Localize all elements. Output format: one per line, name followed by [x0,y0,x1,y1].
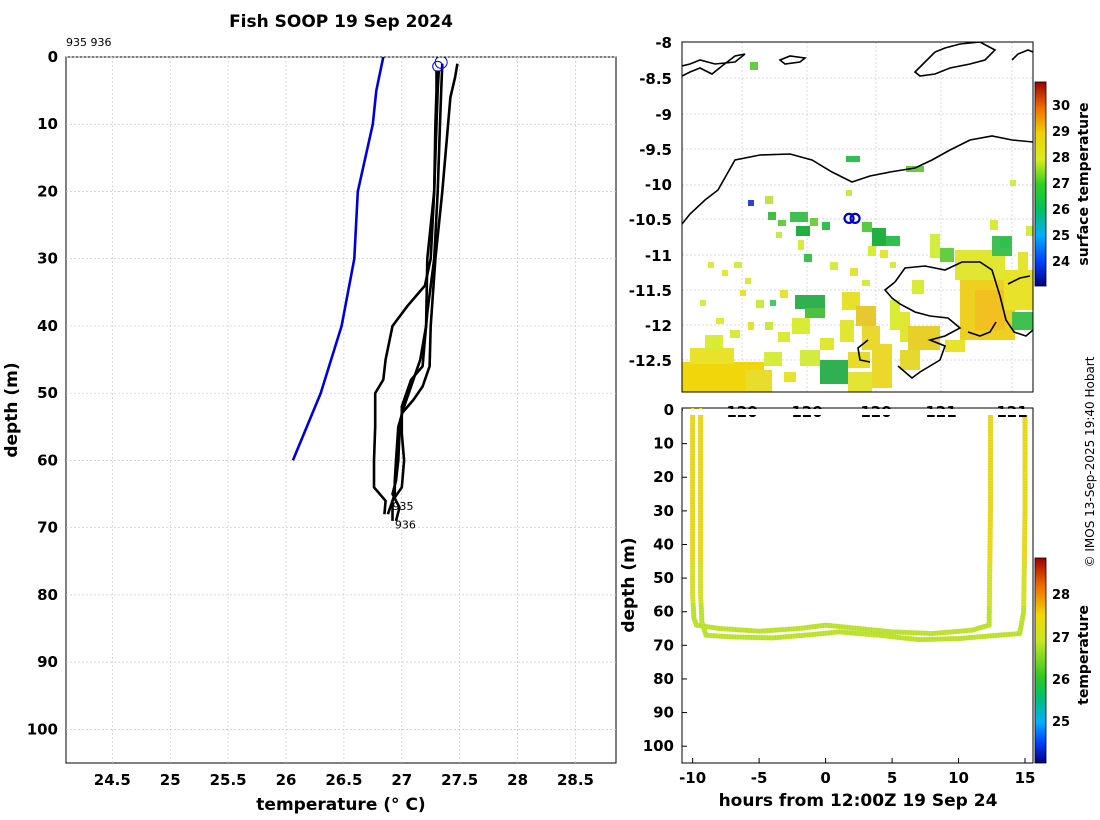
sst-map-y-tick-labels: -8 -8.5 -9 -9.5 -10 -10.5 -11 -11.5 -12 … [629,34,672,370]
sst-map-y-tick: -11.5 [629,282,672,300]
section-y-tick: 50 [653,569,674,587]
sst-colorbar-label: surface temperature [1076,102,1092,265]
section-colorbar-tick: 28 [1052,588,1070,603]
section-y-tick: 100 [643,737,674,755]
sst-map-y-tick: -9 [655,106,672,124]
sst-colorbar-tick: 29 [1052,125,1070,140]
profile-y-axis-label: depth (m) [2,362,22,457]
profile-ids-label: 935 936 [66,36,112,49]
profile-y-tick: 80 [37,586,58,604]
profile-x-tick: 28 [507,771,528,789]
profile-x-tick: 24.5 [94,771,131,789]
sst-colorbar-tick: 24 [1052,255,1070,270]
profile-location-markers [843,212,861,224]
section-colorbar-tick: 26 [1052,673,1070,688]
profile-bottom-label: 935 [393,500,414,513]
profile-y-tick: 100 [27,720,58,738]
section-x-tick: -10 [679,769,706,787]
figure-title: Fish SOOP 19 Sep 2024 [229,12,453,32]
profile-y-tick: 30 [37,250,58,268]
section-y-tick: 70 [653,636,674,654]
sst-colorbar [1034,81,1047,287]
profile-y-tick: 0 [48,48,58,66]
section-colorbar-tick: 25 [1052,715,1070,730]
section-colorbar-tick-labels: 25 26 27 28 [1052,588,1070,730]
section-y-axis-label: depth (m) [619,537,639,632]
profile-y-tick: 90 [37,653,58,671]
sst-map-frame [681,41,1034,393]
profile-panel-frame [65,56,617,764]
profile-y-tick: 50 [37,384,58,402]
section-colorbar-label: temperature [1076,605,1092,705]
profile-x-axis-label: temperature (° C) [256,795,425,815]
profile-x-tick: 27 [391,771,412,789]
section-panel-cover [683,409,1032,415]
section-panel: -10 -5 0 5 10 15 0 10 20 30 40 50 60 70 80 90 100 120 12… [619,401,1092,811]
sst-map-panel: -8 -8.5 -9 -9.5 -10 -10.5 -11 -11.5 -12 … [629,34,1092,393]
sst-colorbar-tick: 30 [1052,99,1070,114]
profile-x-tick: 26 [276,771,297,789]
profile-y-tick: 40 [37,317,58,335]
section-panel-frame [681,407,1034,764]
profile-x-tick: 25 [160,771,181,789]
sst-map-y-tick: -12.5 [629,352,672,370]
section-y-tick: 20 [653,468,674,486]
sst-colorbar-tick: 27 [1052,177,1070,192]
profile-tick-labels: 24.5 25 25.5 26 26.5 27 27.5 28 28.5 0 10 20 30 40 50 6… [27,48,594,789]
sst-map-y-tick: -10 [645,176,672,194]
sst-colorbar-tick-labels: 24 25 26 27 28 29 30 [1052,99,1070,270]
section-y-tick: 60 [653,603,674,621]
section-colorbar-tick: 27 [1052,631,1070,646]
section-y-tick: 0 [664,401,674,419]
profile-x-tick: 26.5 [325,771,362,789]
section-points [690,408,1028,643]
coastlines [682,42,1033,380]
profile-y-tick: 20 [37,182,58,200]
section-tick-labels: -10 -5 0 5 10 15 0 10 20 30 40 50 60 70 80 90 100 [643,401,1036,787]
profile-x-tick: 28.5 [557,771,594,789]
sst-map-y-tick: -12 [645,317,672,335]
section-x-tick: 0 [820,769,830,787]
section-y-tick: 90 [653,704,674,722]
measured-profile-line [391,63,444,521]
section-y-tick: 30 [653,502,674,520]
measured-profile-line [391,63,459,522]
profile-x-tick: 25.5 [210,771,247,789]
section-y-tick: 40 [653,535,674,553]
profile-bottom-label: 936 [395,518,416,531]
sst-map-x-tick-labels: 120 120 120 121 121 [726,403,1027,421]
section-y-tick: 10 [653,435,674,453]
section-x-tick: -5 [751,769,768,787]
profile-y-tick: 10 [37,115,58,133]
section-x-tick: 5 [887,769,897,787]
section-x-tick: 10 [948,769,969,787]
profile-location-marker [843,212,855,224]
sst-pixels [682,62,1033,392]
profile-x-tick: 27.5 [441,771,478,789]
sst-map-y-tick: -11 [645,247,672,265]
sst-colorbar-tick: 28 [1052,151,1070,166]
sst-map-y-tick: -8 [655,34,672,52]
sst-colorbar-tick: 25 [1052,229,1070,244]
sst-map-y-tick: -10.5 [629,211,672,229]
sst-map-y-tick: -8.5 [639,70,672,88]
climatology-profile-line [291,57,385,461]
profile-y-tick: 60 [37,451,58,469]
section-x-tick: 15 [1015,769,1036,787]
credit-text: © IMOS 13-Sep-2025 19:40 Hobart [1083,356,1097,567]
section-x-axis-label: hours from 12:00Z 19 Sep 24 [719,791,998,811]
section-y-tick: 80 [653,670,674,688]
profile-location-marker [849,212,861,224]
sst-colorbar-tick: 26 [1052,203,1070,218]
section-colorbar [1034,557,1047,764]
sst-map-y-tick: -9.5 [639,141,672,159]
profile-y-tick: 70 [37,519,58,537]
profile-start-marker [432,60,444,72]
